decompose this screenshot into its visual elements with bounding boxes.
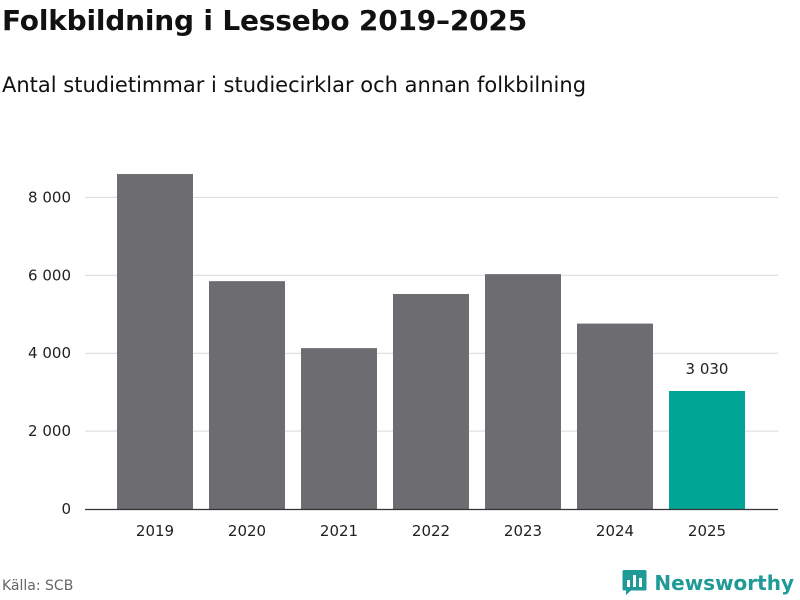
bar-2024 xyxy=(577,323,653,509)
y-tick-label: 6 000 xyxy=(28,266,71,284)
bar-2022 xyxy=(393,293,469,509)
bar-2025 xyxy=(669,390,745,509)
x-tick-label: 2023 xyxy=(504,522,542,540)
x-tick-label: 2019 xyxy=(136,522,174,540)
source-note: Källa: SCB xyxy=(2,578,74,594)
bar-2023 xyxy=(485,274,561,509)
bar-chart: 0 2 000 4 000 6 000 8 000 2019 2020 2021 2022 202… xyxy=(28,174,778,540)
y-tick-label: 4 000 xyxy=(28,344,71,362)
brand-name: Newsworthy xyxy=(654,570,794,595)
x-tick-label: 2024 xyxy=(596,522,634,540)
bar-2020 xyxy=(209,281,285,509)
bar-2021 xyxy=(301,348,377,509)
chart-title: Folkbildning i Lessebo 2019–2025 xyxy=(2,4,527,37)
y-tick-label: 8 000 xyxy=(28,188,71,206)
x-tick-label: 2022 xyxy=(412,522,450,540)
y-tick-label: 2 000 xyxy=(28,422,71,440)
chart-subtitle: Antal studietimmar i studiecirklar och a… xyxy=(2,73,587,97)
brand-logo: Newsworthy xyxy=(622,569,794,596)
x-tick-label: 2021 xyxy=(320,522,358,540)
x-tick-label: 2020 xyxy=(228,522,266,540)
data-label: 3 030 xyxy=(686,360,729,378)
x-tick-label: 2025 xyxy=(688,522,726,540)
bar-chart-logo-icon xyxy=(622,570,647,595)
bar-2019 xyxy=(117,174,193,509)
y-tick-label: 0 xyxy=(61,500,71,518)
